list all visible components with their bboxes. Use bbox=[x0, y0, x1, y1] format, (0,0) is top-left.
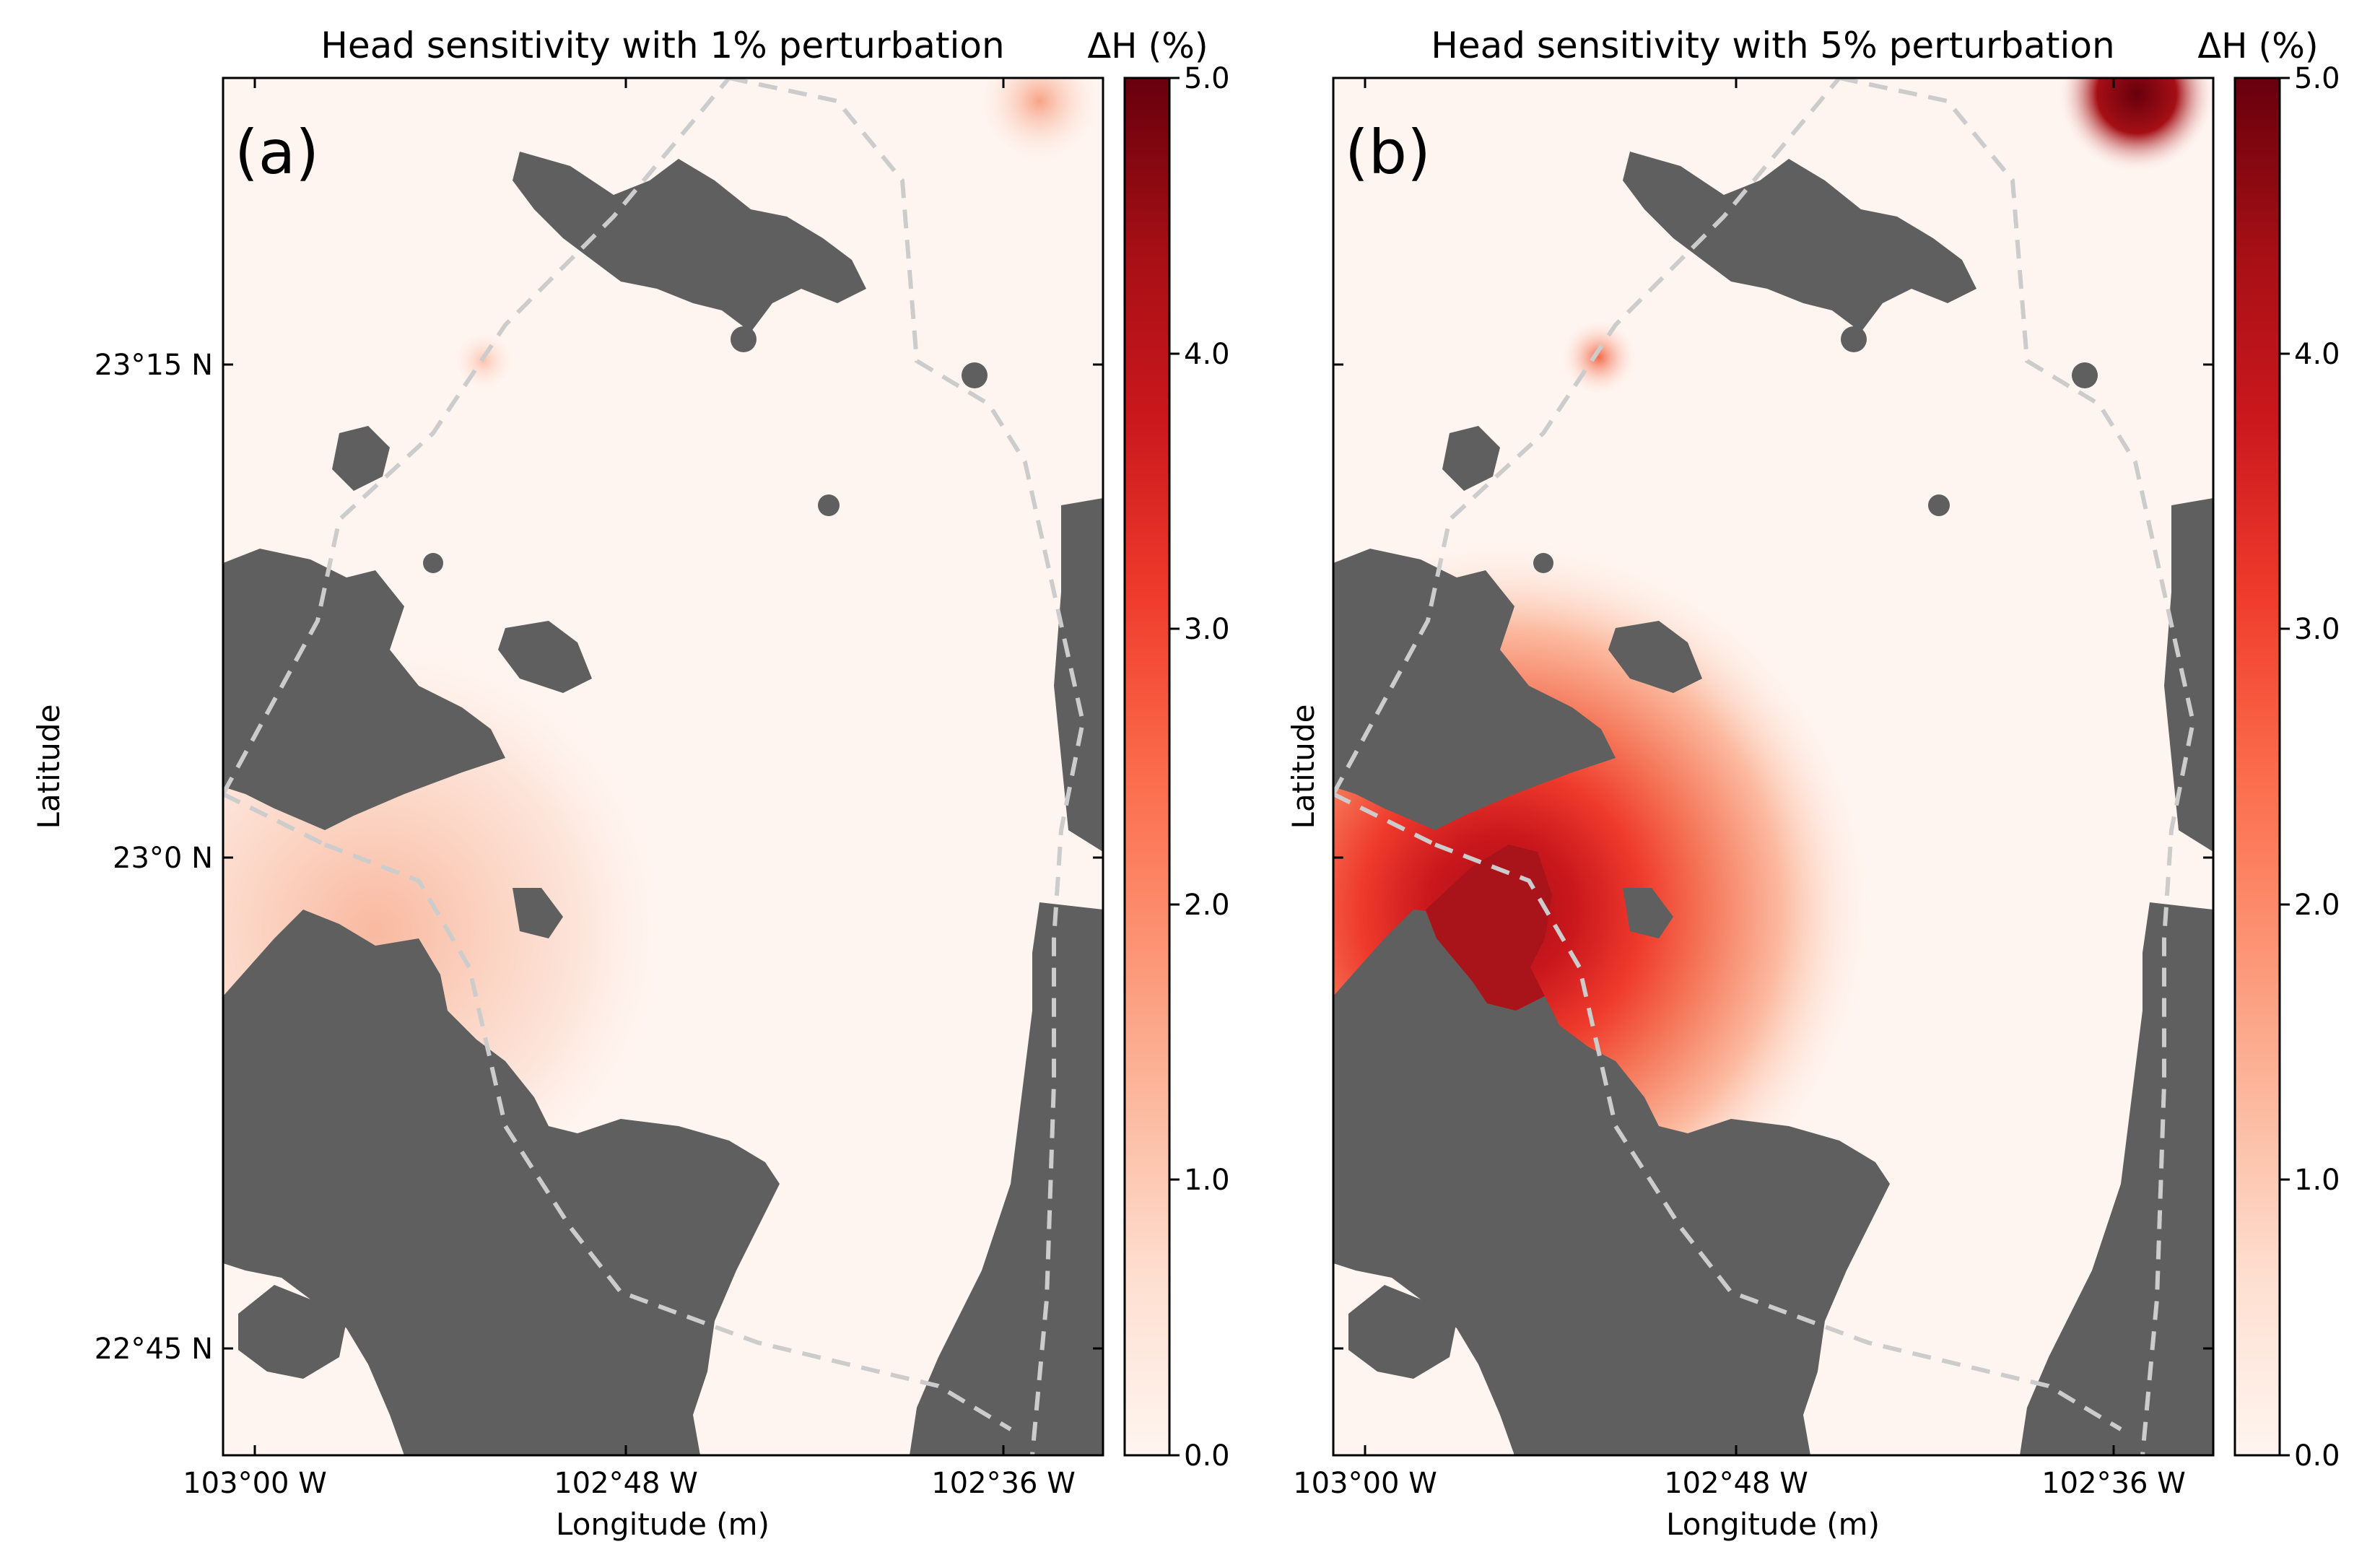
panel-b-cbtick-label: 5.0 bbox=[2294, 62, 2340, 95]
panel-b-cbtick-label: 3.0 bbox=[2294, 613, 2340, 646]
panel-b-label: (b) bbox=[1345, 117, 1431, 188]
panel-a-cbtick-label: 0.0 bbox=[1184, 1439, 1230, 1473]
panel-b-xtick-label: 102°48 W bbox=[1664, 1467, 1808, 1500]
panel-a-colorbar-label: ΔH (%) bbox=[1087, 26, 1208, 66]
panel-b: 103°00 W 102°48 W 102°36 W Head sensitiv… bbox=[1286, 25, 2340, 1542]
panel-b-mask-island-4 bbox=[1348, 1285, 1457, 1379]
panel-b-xtick-label: 102°36 W bbox=[2041, 1467, 2186, 1500]
panel-b-mask-island-1 bbox=[1442, 426, 1500, 491]
panel-a: 23°15 N 23°0 N 22°45 N 103°00 W 102°48 W… bbox=[31, 25, 1230, 1542]
panel-b-title: Head sensitivity with 5% perturbation bbox=[1431, 25, 2114, 66]
panel-b-colorbar: ΔH (%) 0.0 1.0 2.0 3.0 4.0 5.0 bbox=[2197, 26, 2340, 1473]
panel-a-ytick-label: 23°0 N bbox=[113, 842, 213, 875]
panel-a-ytick-label: 22°45 N bbox=[95, 1333, 213, 1366]
panel-a-mask-island-3 bbox=[513, 888, 563, 938]
panel-b-mask-southwest bbox=[1333, 910, 1890, 1455]
panel-a-mask-dot-2 bbox=[731, 326, 757, 352]
panel-a-frame bbox=[222, 77, 1104, 1457]
panel-a-mask-island-2 bbox=[498, 621, 592, 693]
panel-a-label: (a) bbox=[235, 117, 319, 188]
panel-a-mask-dot-3 bbox=[423, 553, 443, 573]
panel-b-mask-island-2 bbox=[1608, 621, 1702, 693]
panel-a-cbtick-label: 1.0 bbox=[1184, 1164, 1230, 1197]
panel-a-boundary bbox=[223, 78, 1086, 1455]
panel-a-mask-west bbox=[223, 549, 505, 830]
panel-b-plot-area bbox=[1333, 78, 2213, 1455]
panel-a-xlabel: Longitude (m) bbox=[556, 1507, 770, 1542]
panel-a-mask-island-1 bbox=[332, 426, 390, 491]
panel-b-xlabel: Longitude (m) bbox=[1666, 1507, 1880, 1542]
panel-b-colorbar-gradient bbox=[2233, 77, 2281, 1457]
panel-b-mask-dot-3 bbox=[1533, 553, 1553, 573]
panel-b-mask-dot-4 bbox=[2072, 362, 2098, 388]
panel-b-frame bbox=[1332, 77, 2215, 1457]
panel-b-xtick-label: 103°00 W bbox=[1293, 1467, 1437, 1500]
panel-b-ylabel: Latitude bbox=[1286, 705, 1321, 829]
panel-a-mask-southwest bbox=[223, 910, 780, 1455]
panel-a-colorbar-gradient bbox=[1123, 77, 1171, 1457]
panel-b-mask-dot-2 bbox=[1841, 326, 1867, 352]
panel-a-xtick-label: 102°48 W bbox=[554, 1467, 698, 1500]
panel-a-y-ticks: 23°15 N 23°0 N 22°45 N bbox=[95, 349, 1103, 1366]
panel-a-cbtick-label: 3.0 bbox=[1184, 613, 1230, 646]
panel-a-x-ticks: 103°00 W 102°48 W 102°36 W bbox=[183, 78, 1076, 1500]
panel-a-mask-island-4 bbox=[238, 1285, 346, 1379]
panel-b-mask-west bbox=[1333, 549, 1616, 830]
panel-b-colorbar-label: ΔH (%) bbox=[2197, 26, 2318, 66]
panel-b-boundary bbox=[1333, 78, 2196, 1455]
panel-b-x-ticks: 103°00 W 102°48 W 102°36 W bbox=[1293, 78, 2186, 1500]
panel-a-cbtick-label: 5.0 bbox=[1184, 62, 1230, 95]
panel-a-cbtick-label: 2.0 bbox=[1184, 889, 1230, 922]
panel-b-cbtick-label: 2.0 bbox=[2294, 889, 2340, 922]
panel-b-y-ticks bbox=[1333, 363, 2213, 1350]
panel-a-ylabel: Latitude bbox=[31, 705, 66, 829]
panel-a-mask-north bbox=[513, 152, 866, 332]
panel-b-cbtick-label: 1.0 bbox=[2294, 1164, 2340, 1197]
panel-a-mask-dot-1 bbox=[818, 494, 840, 516]
panel-a-xtick-label: 103°00 W bbox=[183, 1467, 327, 1500]
panel-b-mask-island-3 bbox=[1623, 888, 1673, 938]
panel-a-cbtick-label: 4.0 bbox=[1184, 338, 1230, 371]
panel-b-mask-north bbox=[1623, 152, 1976, 332]
panel-a-mask-dot-4 bbox=[962, 362, 988, 388]
panel-b-mask-dot-1 bbox=[1928, 494, 1950, 516]
panel-a-plot-area bbox=[223, 78, 1103, 1455]
panel-a-xtick-label: 102°36 W bbox=[931, 1467, 1076, 1500]
panel-b-colorbar-ticks: 0.0 1.0 2.0 3.0 4.0 5.0 bbox=[2280, 62, 2340, 1473]
panel-b-cbtick-label: 0.0 bbox=[2294, 1439, 2340, 1473]
panel-a-colorbar-ticks: 0.0 1.0 2.0 3.0 4.0 5.0 bbox=[1169, 62, 1230, 1473]
panel-a-mask-east bbox=[1054, 498, 1103, 852]
panel-b-cbtick-label: 4.0 bbox=[2294, 338, 2340, 371]
panel-b-mask-east bbox=[2164, 498, 2213, 852]
panel-a-title: Head sensitivity with 1% perturbation bbox=[321, 25, 1004, 66]
panel-a-ytick-label: 23°15 N bbox=[95, 349, 213, 382]
panel-a-colorbar: ΔH (%) 0.0 1.0 2.0 3.0 4.0 5.0 bbox=[1087, 26, 1229, 1473]
